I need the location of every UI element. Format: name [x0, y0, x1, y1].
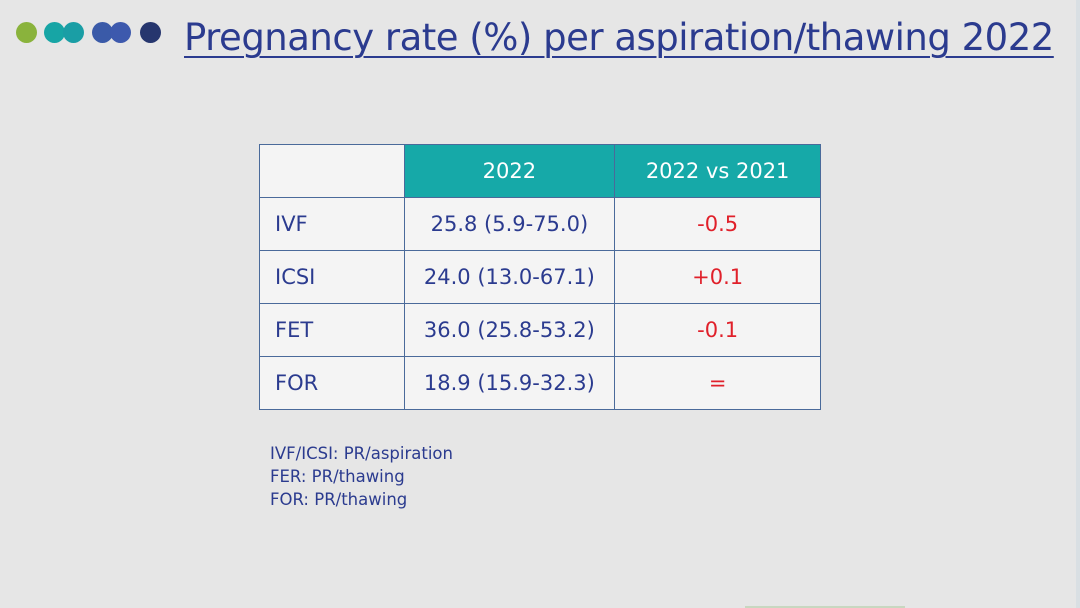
row-value: 18.9 (15.9-32.3): [403, 356, 616, 410]
teal-dot-1: [44, 22, 65, 43]
header-blank-cell: [259, 144, 405, 198]
row-label: FET: [259, 303, 405, 357]
blue-dot-1: [92, 22, 113, 43]
header-2022-vs-2021: 2022 vs 2021: [614, 144, 821, 198]
footnote: IVF/ICSI: PR/aspiration: [270, 444, 453, 463]
table-row: FET 36.0 (25.8-53.2) -0.1: [259, 303, 821, 357]
row-diff: -0.1: [614, 303, 821, 357]
green-dot: [16, 22, 37, 43]
row-value: 24.0 (13.0-67.1): [403, 250, 616, 304]
row-value: 36.0 (25.8-53.2): [403, 303, 616, 357]
footnote: FER: PR/thawing: [270, 467, 405, 486]
page-title: Pregnancy rate (%) per aspiration/thawin…: [184, 16, 1054, 59]
row-label: ICSI: [259, 250, 405, 304]
blue-dot-2: [110, 22, 131, 43]
bottom-accent-bar: [745, 606, 905, 608]
teal-dot-2: [63, 22, 84, 43]
row-diff: -0.5: [614, 197, 821, 251]
decorative-dots: [16, 22, 166, 44]
row-value: 25.8 (5.9-75.0): [403, 197, 616, 251]
row-label: FOR: [259, 356, 405, 410]
table-row: ICSI 24.0 (13.0-67.1) +0.1: [259, 250, 821, 304]
slide-edge: [1076, 0, 1080, 608]
navy-dot: [140, 22, 161, 43]
row-diff: =: [614, 356, 821, 410]
row-diff: +0.1: [614, 250, 821, 304]
table-row: IVF 25.8 (5.9-75.0) -0.5: [259, 197, 821, 251]
row-label: IVF: [259, 197, 405, 251]
header-2022: 2022: [403, 144, 616, 198]
table-row: FOR 18.9 (15.9-32.3) =: [259, 356, 821, 410]
pregnancy-rate-table: 2022 2022 vs 2021 IVF 25.8 (5.9-75.0) -0…: [259, 144, 821, 410]
table-header-row: 2022 2022 vs 2021: [259, 144, 821, 198]
footnotes: IVF/ICSI: PR/aspiration FER: PR/thawing …: [270, 442, 453, 511]
footnote: FOR: PR/thawing: [270, 490, 408, 509]
